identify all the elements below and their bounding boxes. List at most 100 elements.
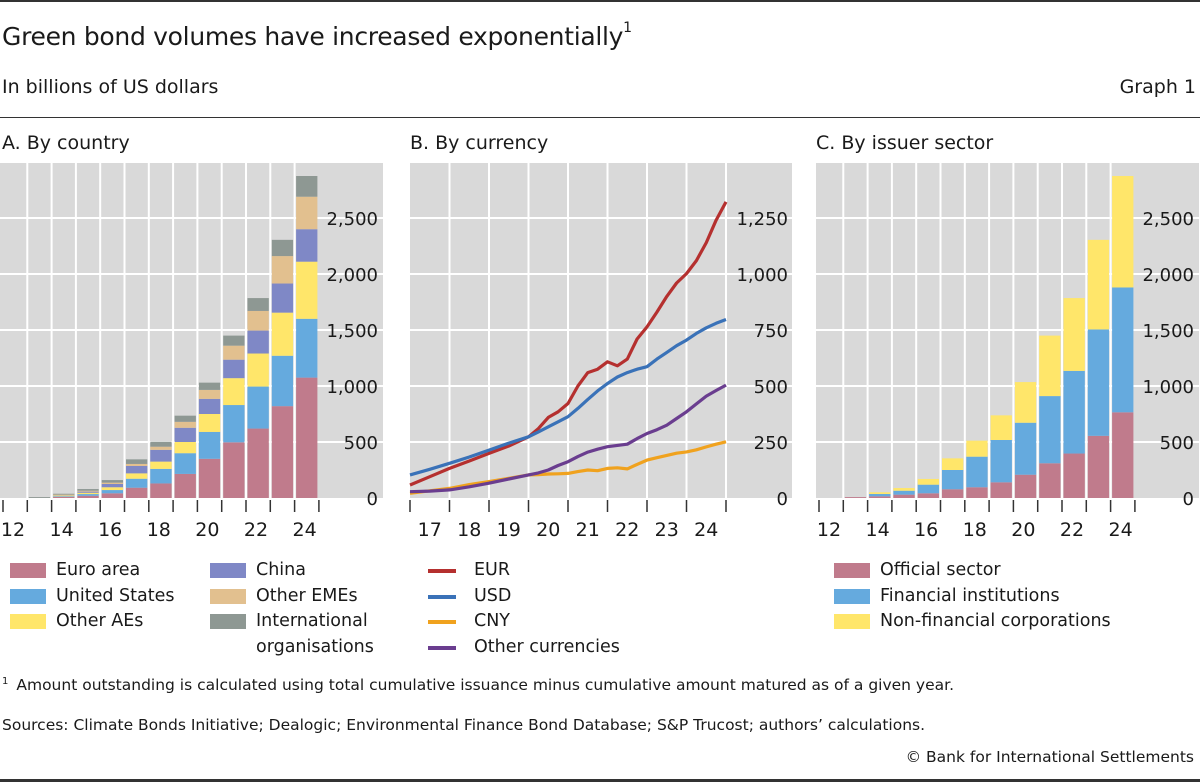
panel-a-bar-united-states-2024 bbox=[296, 318, 318, 378]
panel-b-x-tick-label: 17 bbox=[418, 519, 442, 541]
panel-a-bar-united-states-2019 bbox=[174, 453, 196, 474]
legend-item-usd: USD bbox=[420, 584, 620, 610]
panel-a-bar-international-organisations-2015 bbox=[77, 489, 99, 491]
panel-a-bar-international-organisations-2024 bbox=[296, 176, 318, 197]
panel-c-bar-non-financial-corporations-2019 bbox=[990, 415, 1012, 440]
panel-a-bar-china-2022 bbox=[247, 330, 269, 354]
panel-b-y-tick-label: 0 bbox=[777, 489, 788, 510]
panel-c-y-tick-label: 1,500 bbox=[1142, 321, 1194, 342]
panel-c-bar-financial-institutions-2021 bbox=[1039, 396, 1061, 464]
legend-item-non-financial-corporations: Non-financial corporations bbox=[826, 609, 1111, 635]
panel-b-chart: 0 250 500 750 1,000 1,250 17 18 19 20 21 22 23 24 bbox=[409, 163, 792, 541]
chart-title-text: Green bond volumes have increased expone… bbox=[2, 22, 624, 51]
panel-a-y-tick-label: 1,500 bbox=[326, 321, 378, 342]
panel-a-bar-china-2021 bbox=[223, 359, 245, 379]
panel-c-bar-financial-institutions-2022 bbox=[1063, 370, 1085, 454]
panel-c-bar-official-sector-2024 bbox=[1112, 412, 1134, 498]
chart-subtitle: In billions of US dollars bbox=[2, 76, 219, 98]
panel-a-bar-china-2017 bbox=[126, 465, 148, 474]
panel-a-x-tick-label: 24 bbox=[293, 519, 317, 541]
panel-a-bar-united-states-2016 bbox=[101, 490, 123, 494]
panel-c-y-tick-label: 2,500 bbox=[1142, 209, 1194, 230]
panel-a-bar-other-aes-2024 bbox=[296, 261, 318, 319]
panel-a-bar-euro-area-2015 bbox=[77, 495, 99, 498]
panel-c-x-tick-label: 22 bbox=[1060, 519, 1084, 541]
panel-a-x-tick-label: 20 bbox=[195, 519, 219, 541]
panel-a-bar-china-2019 bbox=[174, 427, 196, 442]
panel-c-bar-official-sector-2016 bbox=[917, 493, 939, 498]
footnote-text: Amount outstanding is calculated using t… bbox=[16, 676, 955, 694]
sources: Sources: Climate Bonds Initiative; Dealo… bbox=[2, 716, 926, 734]
panel-c-y-tick-label: 0 bbox=[1183, 489, 1194, 510]
legend-label: United States bbox=[56, 585, 175, 606]
panel-b-line-eur bbox=[409, 201, 728, 487]
panel-a-bar-other-aes-2018 bbox=[150, 461, 172, 469]
panel-c-bar-financial-institutions-2015 bbox=[893, 490, 915, 495]
panel-a-bar-other-aes-2014 bbox=[53, 495, 75, 497]
panel-c-x-tick-label: 12 bbox=[817, 519, 841, 541]
legend-item-cny: CNY bbox=[420, 609, 620, 635]
legend-swatch bbox=[10, 588, 46, 604]
panel-c-bar-official-sector-2018 bbox=[966, 487, 988, 498]
panel-a-bar-international-organisations-2023 bbox=[271, 239, 294, 257]
panel-a-y-tick-label: 500 bbox=[344, 433, 378, 454]
graph-number: Graph 1 bbox=[1119, 76, 1196, 98]
panel-c-bar-financial-institutions-2018 bbox=[966, 456, 988, 488]
panel-c-bar-official-sector-2021 bbox=[1039, 463, 1061, 498]
legend-label: Other EMEs bbox=[256, 585, 358, 606]
panel-a-bar-euro-area-2023 bbox=[271, 406, 294, 498]
panel-b-legend: EUR USD CNY Other currencies bbox=[420, 558, 620, 660]
panel-a-bar-euro-area-2020 bbox=[198, 458, 221, 498]
legend-label: USD bbox=[474, 585, 512, 606]
panel-c-bar-official-sector-2015 bbox=[893, 494, 915, 498]
panel-c-y-tick-label: 500 bbox=[1160, 433, 1194, 454]
legend-item-financial-institutions: Financial institutions bbox=[826, 584, 1111, 610]
panel-a-bar-united-states-2020 bbox=[198, 431, 221, 459]
panel-c-bar-non-financial-corporations-2014 bbox=[869, 492, 891, 494]
panel-c-bar-non-financial-corporations-2018 bbox=[966, 440, 988, 457]
legend-swatch bbox=[10, 563, 46, 578]
panel-c-title: C. By issuer sector bbox=[816, 132, 994, 154]
panel-c-bar-official-sector-2019 bbox=[990, 482, 1012, 498]
legend-label: China bbox=[256, 560, 306, 580]
panel-a-bar-other-emes-2017 bbox=[126, 463, 148, 466]
legend-label: CNY bbox=[474, 611, 510, 631]
footnote: 1 Amount outstanding is calculated using … bbox=[2, 676, 954, 694]
panel-b-y-tick-label: 1,250 bbox=[736, 209, 788, 230]
panel-c-bar-official-sector-2013 bbox=[844, 497, 867, 498]
panel-a-bar-other-aes-2022 bbox=[247, 353, 269, 387]
panel-a-title: A. By country bbox=[2, 132, 130, 154]
panel-a-bar-china-2023 bbox=[271, 283, 294, 313]
legend-item-official-sector: Official sector bbox=[826, 558, 1111, 584]
panel-c-bar-financial-institutions-2014 bbox=[869, 493, 891, 497]
panel-c-x-tick-label: 18 bbox=[963, 519, 987, 541]
legend-swatch bbox=[834, 588, 870, 604]
legend-swatch bbox=[428, 594, 456, 599]
legend-item-other-aes: Other AEs bbox=[2, 609, 175, 635]
panel-a-bar-united-states-2014 bbox=[53, 496, 75, 497]
panel-b-line-usd bbox=[409, 318, 727, 477]
panel-a-bar-other-emes-2014 bbox=[53, 494, 75, 496]
panel-a-bar-other-emes-2020 bbox=[198, 389, 221, 399]
panel-a-bar-other-aes-2023 bbox=[271, 312, 294, 356]
panel-c-bar-non-financial-corporations-2016 bbox=[917, 478, 939, 485]
legend-swatch bbox=[428, 620, 456, 624]
panel-a-bar-international-organisations-2020 bbox=[198, 382, 221, 390]
panel-c-bar-financial-institutions-2016 bbox=[917, 484, 939, 494]
legend-label: Official sector bbox=[880, 560, 1001, 580]
panel-a-bar-other-aes-2020 bbox=[198, 414, 221, 432]
panel-b-x-tick-label: 24 bbox=[694, 519, 718, 541]
panel-c-x-tick-label: 20 bbox=[1011, 519, 1035, 541]
panel-a-y-tick-label: 2,000 bbox=[326, 265, 378, 286]
panel-c-bar-non-financial-corporations-2015 bbox=[893, 488, 915, 491]
legend-label: International bbox=[256, 611, 368, 631]
panel-a-bar-other-emes-2015 bbox=[77, 490, 99, 492]
panel-a-bar-other-emes-2019 bbox=[174, 421, 196, 428]
legend-item-other-currencies: Other currencies bbox=[420, 635, 620, 661]
panel-c-bar-official-sector-2014 bbox=[869, 496, 891, 498]
panel-c-bar-non-financial-corporations-2021 bbox=[1039, 335, 1061, 397]
panel-c-bar-official-sector-2022 bbox=[1063, 453, 1085, 498]
panel-a-bar-other-aes-2016 bbox=[101, 487, 123, 491]
panel-b-x-tick-label: 18 bbox=[457, 519, 481, 541]
panel-a-chart: 0 500 1,000 1,500 2,000 2,500 12 14 16 18 20 22 24 bbox=[0, 163, 383, 541]
